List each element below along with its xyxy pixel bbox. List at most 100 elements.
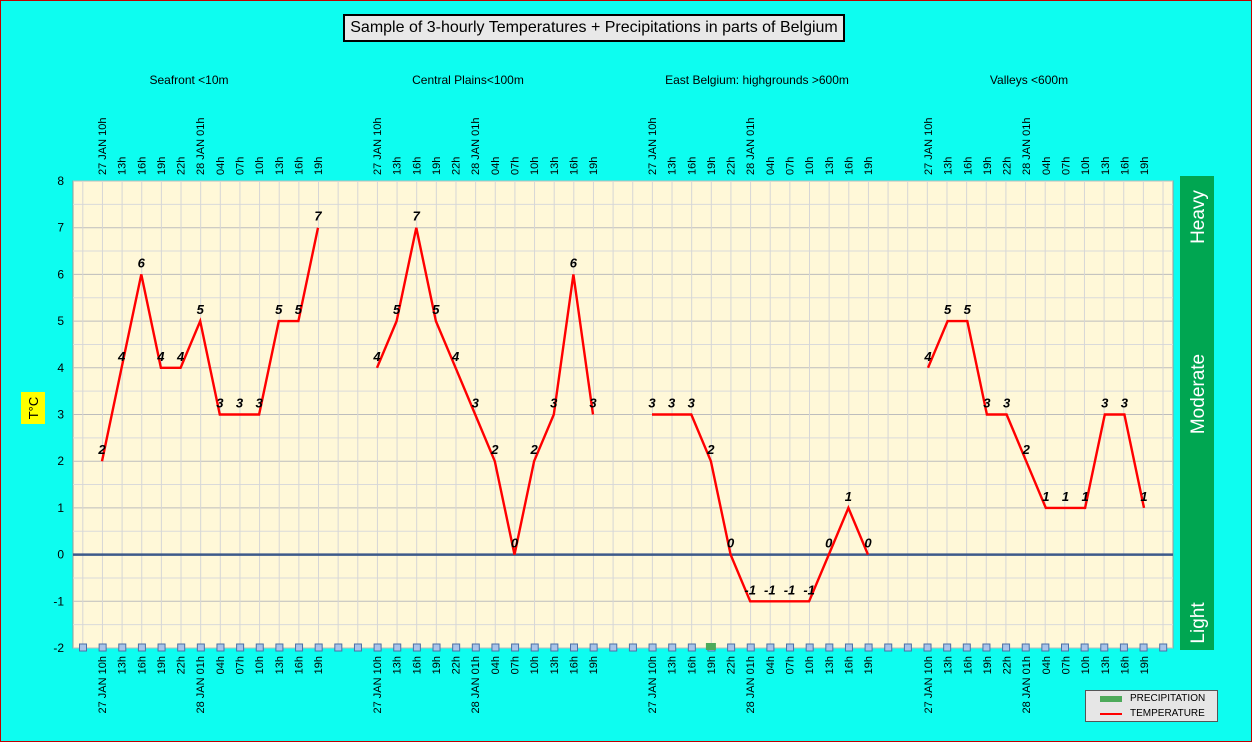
data-label: 7 [314,209,322,224]
precip-baseline-marker [118,643,127,652]
top-tick-label: 19h [1139,157,1151,175]
top-tick-label: 19h [706,157,718,175]
bottom-tick-label: 19h [1139,656,1151,674]
top-tick-label: 13h [667,157,679,175]
precip-baseline-marker [432,643,441,652]
precip-baseline-marker [530,643,539,652]
data-label: 1 [845,489,852,504]
data-label: 2 [490,442,499,457]
top-tick-label: 16h [293,157,305,175]
bottom-tick-label: 10h [804,656,816,674]
bottom-tick-label: 28 JAN 01h [195,656,207,713]
top-tick-label: 19h [863,157,875,175]
bottom-tick-label: 28 JAN 01h [470,656,482,713]
data-label: 5 [295,302,303,317]
precip-baseline-marker [393,643,402,652]
top-tick-label: 07h [784,157,796,175]
top-tick-label: 04h [765,157,777,175]
top-tick-label: 27 JAN 10h [647,118,659,175]
ylabel-background [21,392,45,424]
top-tick-label: 10h [1080,157,1092,175]
top-tick-label: 07h [234,157,246,175]
data-label: 3 [1003,396,1011,411]
bottom-tick-label: 07h [784,656,796,674]
bottom-tick-label: 16h [568,656,580,674]
precip-baseline-marker [412,643,421,652]
bottom-tick-label: 19h [982,656,994,674]
top-tick-label: 16h [568,157,580,175]
top-tick-label: 19h [313,157,325,175]
bottom-tick-label: 16h [136,656,148,674]
y-tick-label: 2 [57,454,64,468]
precip-baseline-marker [373,643,382,652]
legend-label-precipitation: PRECIPITATION [1130,693,1206,704]
data-label: 1 [1062,489,1069,504]
precip-baseline-marker [864,643,873,652]
data-label: -1 [764,582,776,597]
precip-baseline-marker [687,643,696,652]
region-header: Central Plains<100m [412,73,524,87]
top-tick-label: 28 JAN 01h [195,118,207,175]
bottom-tick-label: 13h [1100,656,1112,674]
y-tick-label: -2 [53,641,64,655]
data-label: 3 [688,396,696,411]
precip-baseline-marker [98,643,107,652]
data-label: 5 [197,302,205,317]
bottom-tick-label: 16h [1119,656,1131,674]
intensity-label-heavy: Heavy [1188,190,1209,244]
precip-baseline-marker [491,643,500,652]
bottom-tick-label: 16h [293,656,305,674]
top-tick-label: 16h [1119,157,1131,175]
bottom-tick-label: 28 JAN 01h [1021,656,1033,713]
bottom-tick-label: 10h [1080,656,1092,674]
top-tick-label: 13h [117,157,129,175]
bottom-tick-label: 22h [451,656,463,674]
data-label: 5 [964,302,972,317]
precip-baseline-marker [982,643,991,652]
bottom-tick-label: 04h [490,656,502,674]
bottom-tick-label: 13h [667,656,679,674]
y-tick-label: 0 [57,548,64,562]
precip-baseline-marker [1002,643,1011,652]
legend-item-precipitation: PRECIPITATION [1090,692,1215,706]
precip-baseline-marker [177,643,186,652]
bottom-tick-label: 27 JAN 10h [97,656,109,713]
y-tick-label: 4 [57,361,64,375]
precip-baseline-marker [255,643,264,652]
data-label: 3 [256,396,264,411]
region-header: Seafront <10m [149,73,228,87]
precip-baseline-marker [727,643,736,652]
bottom-tick-label: 04h [765,656,777,674]
bottom-tick-label: 19h [588,656,600,674]
data-label: 6 [138,255,146,270]
bottom-tick-label: 16h [411,656,423,674]
precip-baseline-marker [746,643,755,652]
bottom-tick-label: 19h [863,656,875,674]
temperature-line [100,227,320,462]
precip-baseline-marker [79,643,87,652]
legend-label-temperature: TEMPERATURE [1130,708,1205,719]
precip-baseline-marker [275,643,284,652]
top-tick-label: 04h [1041,157,1053,175]
top-tick-label: 28 JAN 01h [1021,118,1033,175]
precip-baseline-marker [903,643,912,652]
top-tick-label: 16h [962,157,974,175]
bottom-tick-label: 16h [962,656,974,674]
bottom-tick-label: 13h [392,656,404,674]
temperature-line [375,227,595,555]
legend-swatch-temperature [1100,713,1122,715]
top-tick-label: 27 JAN 10h [923,118,935,175]
data-label: 4 [156,349,165,364]
top-tick-label: 10h [254,157,266,175]
bottom-tick-label: 16h [686,656,698,674]
top-tick-label: 28 JAN 01h [745,118,757,175]
data-label: 3 [589,396,597,411]
data-label: 3 [1121,396,1129,411]
precip-baseline-marker [648,643,657,652]
data-label: -1 [784,582,796,597]
top-tick-label: 22h [451,157,463,175]
top-tick-label: 16h [411,157,423,175]
top-tick-label: 10h [529,157,541,175]
top-tick-label: 22h [1002,157,1014,175]
data-label: 4 [372,349,381,364]
